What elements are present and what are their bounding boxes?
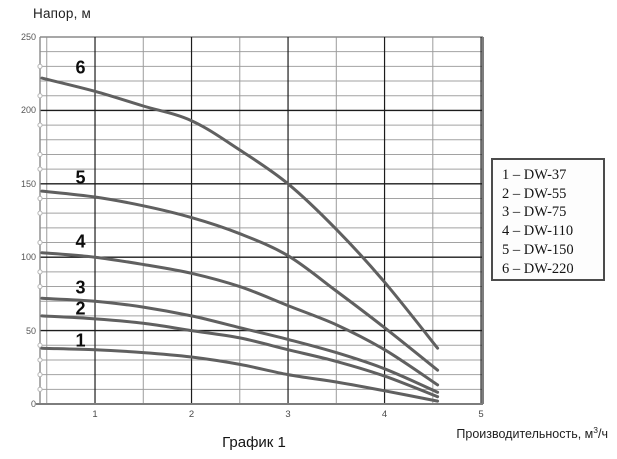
legend-item-dw75: 3 – DW-75 <box>502 204 567 221</box>
legend-item-dw220: 6 – DW-220 <box>502 260 574 277</box>
curve-number-3: 3 <box>75 278 86 299</box>
curve-number-4: 4 <box>75 231 86 252</box>
y-axis-tick: 150 <box>20 178 36 189</box>
y-axis-title: Напор, м <box>33 6 91 21</box>
x-axis-tick: 4 <box>381 409 388 420</box>
legend-item-dw55: 2 – DW-55 <box>502 185 567 202</box>
y-axis-tick: 100 <box>20 252 36 263</box>
figure-caption: График 1 <box>222 434 286 451</box>
pump-curve-dw-220 <box>40 76 440 350</box>
legend-box: 1 – DW-37 2 – DW-55 3 – DW-75 4 – DW-110… <box>491 158 605 281</box>
curve-number-5: 5 <box>75 167 86 188</box>
gridline-end-marker <box>37 151 43 158</box>
legend-item-dw110: 4 – DW-110 <box>502 223 574 240</box>
pump-curve-dw-55 <box>40 314 440 399</box>
pump-curve-dw-110 <box>40 251 440 387</box>
x-axis-title: Производительность, м3/ч <box>456 425 608 442</box>
legend-item-dw150: 5 – DW-150 <box>502 241 574 258</box>
gridline-end-marker <box>37 210 43 216</box>
y-axis-tick: 250 <box>20 32 36 42</box>
gridline-end-marker <box>37 357 43 363</box>
x-axis-tick: 2 <box>188 409 195 420</box>
x-axis-tick: 1 <box>92 409 98 420</box>
gridline-end-marker <box>37 372 43 378</box>
curve-number-6: 6 <box>75 57 86 78</box>
gridline-end-marker <box>37 269 43 275</box>
gridline-end-marker <box>37 283 43 290</box>
gridline-end-marker <box>37 93 43 99</box>
y-axis-tick: 200 <box>20 105 36 116</box>
gridline-end-marker <box>37 122 43 128</box>
legend-item-dw37: 1 – DW-37 <box>502 167 567 183</box>
y-axis-tick: 0 <box>30 399 36 409</box>
gridline-end-marker <box>37 239 43 246</box>
curve-number-1: 1 <box>75 330 86 351</box>
curve-number-2: 2 <box>75 298 86 319</box>
y-axis-tick: 50 <box>25 325 36 336</box>
gridline-end-marker <box>37 63 43 69</box>
x-axis-tick: 5 <box>478 409 484 420</box>
gridline-end-marker <box>37 166 43 172</box>
pump-curve-dw-75 <box>40 296 440 394</box>
gridline-end-marker <box>37 195 43 202</box>
x-axis-tick: 3 <box>285 409 291 420</box>
gridline-end-marker <box>37 342 43 348</box>
pump-curve-dw-150 <box>40 189 440 372</box>
gridline-end-marker <box>37 386 43 392</box>
pump-curve-dw-37 <box>40 346 440 403</box>
